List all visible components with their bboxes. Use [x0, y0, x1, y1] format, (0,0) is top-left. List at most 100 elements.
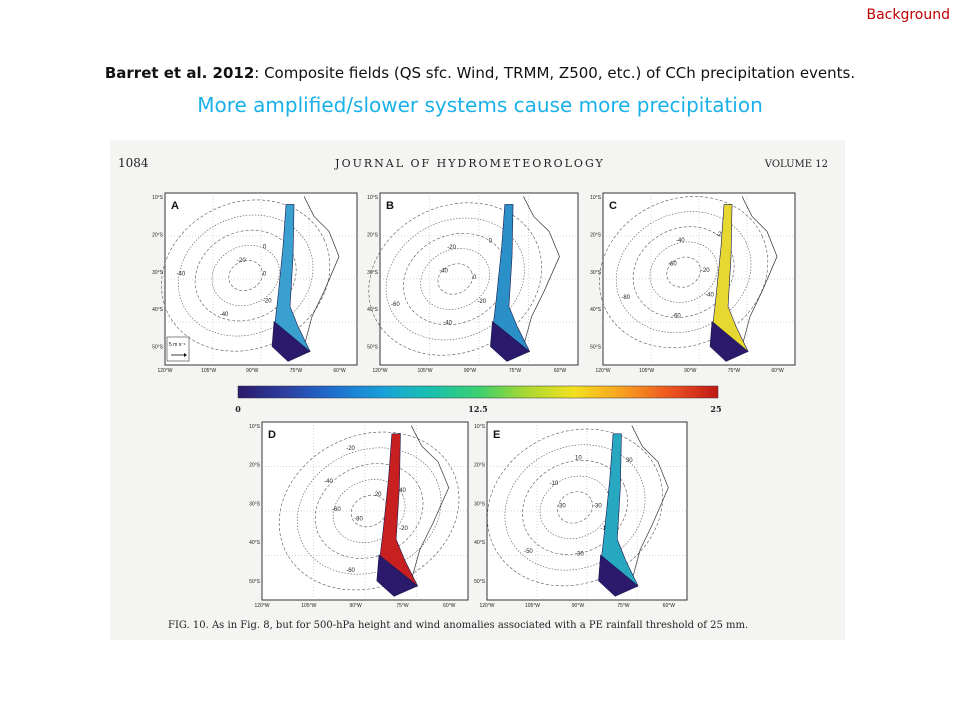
lon-tick-label: 75°W [728, 368, 741, 374]
lon-tick-label: 120°W [254, 603, 269, 609]
map-panel-b: 0 -20 -40 -60 -40 -20 0 B 10°S 20°S 30°S 40°S 50°S 12… [367, 192, 579, 374]
lat-tick-label: 10°S [590, 195, 602, 201]
background-tag: Background [866, 7, 950, 23]
journal-volume: VOLUME 12 [764, 159, 828, 170]
contour-label: -80 [621, 295, 630, 301]
lon-tick-label: 90°W [684, 368, 697, 374]
lat-tick-label: 30°S [249, 501, 261, 507]
lon-tick-label: 75°W [396, 603, 409, 609]
contour-label: -40 [676, 238, 685, 244]
lon-tick-label: 120°W [157, 368, 172, 374]
lon-tick-label: 90°W [246, 368, 259, 374]
lat-tick-label: 40°S [590, 307, 602, 313]
map-panels: 0 -20 -40 -40 -20 0 A 10°S 20°S 30°S 40°S 50°S 120°W… [152, 192, 796, 609]
contour-label: 0 [263, 272, 267, 278]
lat-tick-label: 10°S [367, 195, 379, 201]
lon-tick-label: 105°W [301, 603, 316, 609]
contour-label: -50 [524, 549, 533, 555]
lat-tick-label: 50°S [249, 579, 261, 585]
contour-label: -60 [672, 313, 681, 319]
contour-label: -20 [701, 268, 710, 274]
lat-tick-label: 10°S [152, 195, 164, 201]
contour-label: -60 [332, 507, 341, 513]
lon-tick-label: 120°W [595, 368, 610, 374]
patagonia-precip [376, 554, 419, 597]
panel-label-c: C [609, 200, 617, 212]
contour-label: -30 [575, 552, 584, 558]
coastline [631, 425, 669, 581]
contour-label: -20 [716, 232, 725, 238]
lat-tick-label: 30°S [590, 270, 602, 276]
patagonia-precip [490, 320, 531, 362]
patagonia-precip [598, 554, 639, 597]
lon-tick-label: 75°W [617, 603, 630, 609]
journal-name: JOURNAL OF HYDROMETEOROLOGY [334, 157, 605, 170]
lat-tick-label: 50°S [367, 345, 379, 351]
lat-tick-label: 40°S [152, 307, 164, 313]
lat-tick-label: 50°S [590, 345, 602, 351]
contour-label: -20 [263, 298, 272, 304]
lon-tick-label: 60°W [663, 603, 676, 609]
contour-label: -40 [177, 272, 186, 278]
lon-tick-label: 105°W [201, 368, 216, 374]
headline-rest: : Composite fields (QS sfc. Wind, TRMM, … [254, 64, 856, 82]
lon-tick-label: 60°W [554, 368, 567, 374]
lon-tick-label: 90°W [464, 368, 477, 374]
wind-scale-box [166, 336, 190, 362]
contour-label: -30 [557, 503, 566, 509]
lat-tick-label: 40°S [367, 307, 379, 313]
map-panel-e: -30-10-30-50-30-101030E10°S20°S30°S40°S5… [474, 421, 688, 609]
wind-scale-label: 5 m s⁻¹ [169, 342, 186, 348]
colorbar-bar [237, 385, 719, 399]
contour-label: -60 [668, 261, 677, 267]
map-panel-d: 0-20-40-60-80-60-40-202040D10°S20°S30°S4… [249, 421, 469, 609]
contour-line [228, 260, 263, 291]
contour-label: -80 [354, 516, 363, 522]
contour-line [211, 245, 280, 307]
contour-line [177, 214, 314, 337]
coastline [741, 196, 778, 347]
contour-label: -20 [237, 258, 246, 264]
contour-label: 0 [489, 239, 493, 245]
lat-tick-label: 10°S [474, 424, 486, 430]
journal-page-number: 1084 [118, 156, 149, 170]
coastline [303, 196, 340, 347]
lat-tick-label: 20°S [249, 463, 261, 469]
lat-tick-label: 50°S [152, 345, 164, 351]
contour-line [368, 202, 542, 356]
lat-tick-label: 40°S [474, 540, 486, 546]
contour-label: 0 [263, 245, 267, 251]
contour-line [385, 217, 525, 341]
slide-subline: More amplified/slower systems cause more… [197, 93, 763, 117]
colorbar-tick-0: 0 [235, 404, 241, 414]
panel-label-b: B [386, 200, 394, 212]
lat-tick-label: 30°S [152, 270, 164, 276]
lat-tick-label: 40°S [249, 540, 261, 546]
lon-tick-label: 105°W [525, 603, 540, 609]
patagonia-precip [709, 320, 749, 362]
figure-caption: FIG. 10. As in Fig. 8, but for 500-hPa h… [168, 620, 748, 631]
contour-label: -40 [443, 320, 452, 326]
lon-tick-label: 120°W [479, 603, 494, 609]
contour-label: 0 [473, 275, 477, 281]
colorbar-tick-2: 25 [710, 404, 721, 414]
lon-tick-label: 60°W [771, 368, 784, 374]
colorbar-tick-1: 12.5 [468, 404, 487, 414]
lon-tick-label: 120°W [372, 368, 387, 374]
slide-headline: Barret et al. 2012: Composite fields (QS… [0, 64, 960, 82]
contour-label: 40 [399, 488, 406, 494]
contour-label: -60 [346, 568, 355, 574]
lat-tick-label: 30°S [474, 501, 486, 507]
lat-tick-label: 20°S [152, 232, 164, 238]
lat-tick-label: 10°S [249, 424, 261, 430]
contour-label: -40 [439, 268, 448, 274]
lon-tick-label: 90°W [572, 603, 585, 609]
lon-tick-label: 75°W [509, 368, 522, 374]
lat-tick-label: 20°S [474, 463, 486, 469]
contour-label: 30 [626, 458, 633, 464]
lon-tick-label: 75°W [290, 368, 303, 374]
wind-scale-arrowhead [184, 353, 187, 357]
contour-label: 10 [575, 455, 582, 461]
contour-label: 20 [375, 492, 382, 498]
contour-line [437, 263, 473, 295]
